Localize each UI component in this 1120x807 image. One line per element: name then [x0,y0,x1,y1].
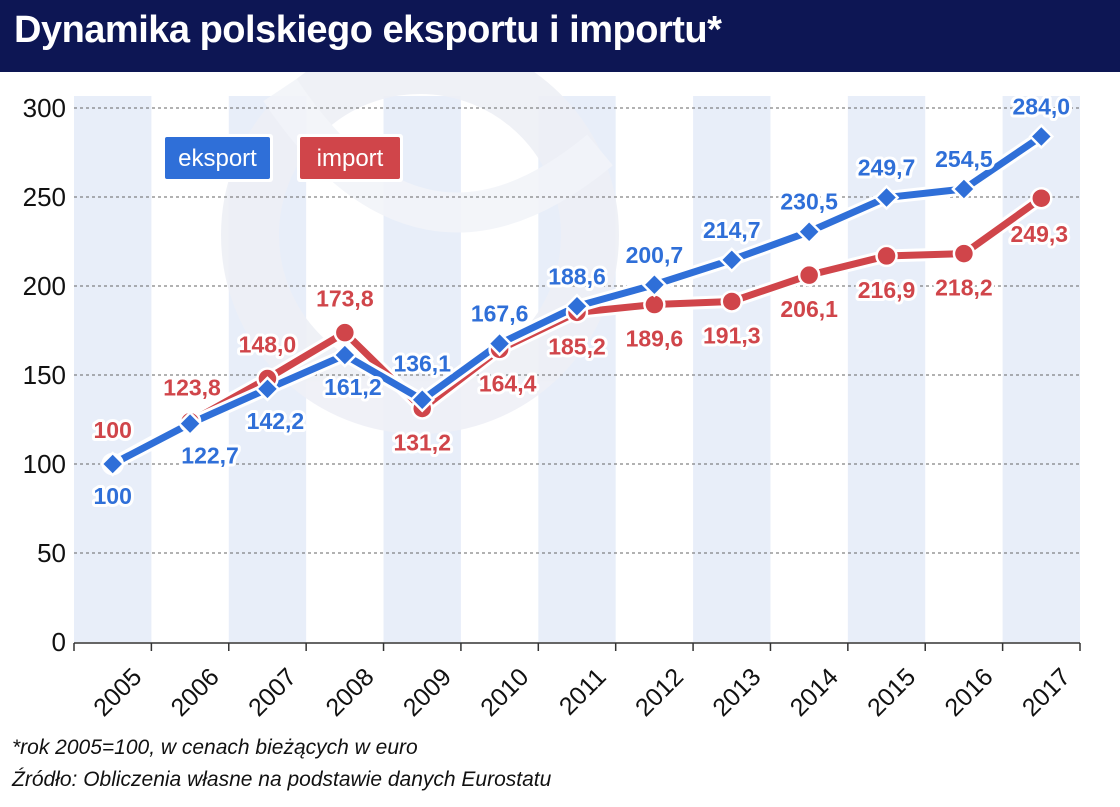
y-tick-label: 0 [52,627,66,657]
import-legend-label: import [317,145,384,172]
line-chart: 0 50 100 150 200 250 300 2005 2006 2007 2008 2009 20… [23,72,1081,722]
y-tick-label: 100 [23,449,66,479]
export-point [332,342,358,368]
background-band [1002,96,1080,642]
import-point [875,244,898,268]
export-point [719,247,745,273]
export-data-label: 254,5 [935,146,993,172]
chart-title: Dynamika polskiego eksportu i importu* [14,9,722,51]
import-data-label: 123,8 [163,375,221,401]
export-data-label: 167,6 [471,301,529,327]
export-point [796,218,822,245]
export-legend-label: eksport [178,145,257,172]
import-data-label: 216,9 [858,277,916,303]
export-point [951,176,977,202]
import-data-label: 185,2 [548,333,606,359]
export-point [873,184,900,211]
export-data-label: 122,7 [181,443,239,469]
x-tick-label: 2015 [862,663,921,722]
export-point [409,386,435,413]
data-labels: 100 122,7 142,2 161,2 136,1 167,6 188,6 200,7 21… [91,90,1074,512]
export-point [564,293,590,320]
import-legend-box [300,137,400,179]
x-tick-label: 2009 [398,663,457,722]
header-bar: Dynamika polskiego eksportu i importu* [0,0,1120,72]
export-point [1028,123,1055,150]
export-data-label: 249,7 [858,155,916,181]
import-point [333,321,357,344]
x-tick-label: 2006 [166,663,225,722]
import-data-label: 100 [94,417,132,443]
legend: eksport import [162,134,403,182]
export-point [99,451,126,477]
x-tick-label: 2010 [475,663,534,722]
import-data-label: 173,8 [316,286,374,312]
x-tick-label: 2012 [630,663,689,722]
series-markers [99,123,1055,477]
import-data-label: 206,1 [780,296,838,322]
export-legend-box [165,137,270,179]
import-data-label: 191,3 [703,322,761,348]
import-data-label: 189,6 [626,326,684,352]
import-point [797,263,821,287]
export-point [254,376,281,402]
import-data-label: 148,0 [239,332,297,358]
export-point [486,330,513,357]
export-data-label: 136,1 [393,351,451,377]
y-tick-label: 150 [23,360,66,390]
x-tick-label: 2014 [785,663,844,722]
export-data-label: 200,7 [626,242,684,268]
export-data-label: 214,7 [703,217,761,243]
export-data-label: 100 [94,483,132,509]
x-tick-label: 2007 [243,663,302,722]
background-band [74,96,152,642]
import-data-label: 218,2 [935,275,993,301]
import-point [720,290,744,313]
x-tick-label: 2016 [939,663,998,722]
export-point [641,271,668,298]
export-data-label: 142,2 [247,408,305,434]
import-data-label: 164,4 [479,370,537,396]
x-tick-label: 2017 [1017,663,1076,722]
y-tick-label: 200 [23,271,66,301]
import-data-label: 131,2 [393,429,451,455]
x-tick-label: 2008 [320,663,379,722]
export-point [177,410,203,437]
background-band [693,96,771,642]
export-data-label: 284,0 [1013,93,1071,119]
export-data-label: 188,6 [548,263,606,289]
export-data-label: 161,2 [324,374,382,400]
import-point [1030,186,1053,210]
x-tick-label: 2013 [707,663,766,722]
x-tick-label: 2005 [88,663,147,722]
y-tick-label: 300 [23,93,66,123]
export-data-label: 230,5 [780,189,838,215]
x-tick-label: 2011 [554,663,612,721]
y-tick-label: 250 [23,182,66,212]
y-tick-label: 50 [37,538,66,568]
footnote-base-year: *rok 2005=100, w cenach bieżących w euro [12,736,418,759]
import-data-label: 249,3 [1011,221,1069,247]
footnote-source: Źródło: Obliczenia własne na podstawie d… [12,768,552,791]
import-point [952,242,976,265]
